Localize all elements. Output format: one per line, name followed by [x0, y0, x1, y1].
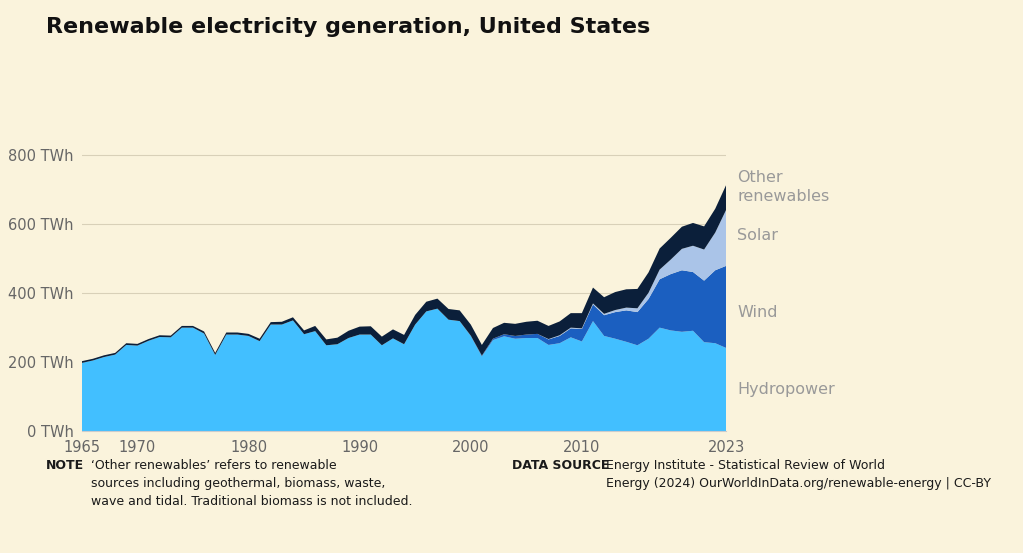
Text: Other
renewables: Other renewables: [738, 170, 830, 204]
Text: Energy Institute - Statistical Review of World
Energy (2024) OurWorldInData.org/: Energy Institute - Statistical Review of…: [606, 459, 990, 490]
Text: Wind: Wind: [738, 305, 777, 320]
Text: DATA SOURCE: DATA SOURCE: [512, 459, 609, 472]
Text: NOTE: NOTE: [46, 459, 84, 472]
Text: Hydropower: Hydropower: [738, 382, 835, 397]
Text: Renewable electricity generation, United States: Renewable electricity generation, United…: [46, 17, 651, 36]
Text: ‘Other renewables’ refers to renewable
sources including geothermal, biomass, wa: ‘Other renewables’ refers to renewable s…: [91, 459, 412, 508]
Text: Solar: Solar: [738, 228, 779, 243]
